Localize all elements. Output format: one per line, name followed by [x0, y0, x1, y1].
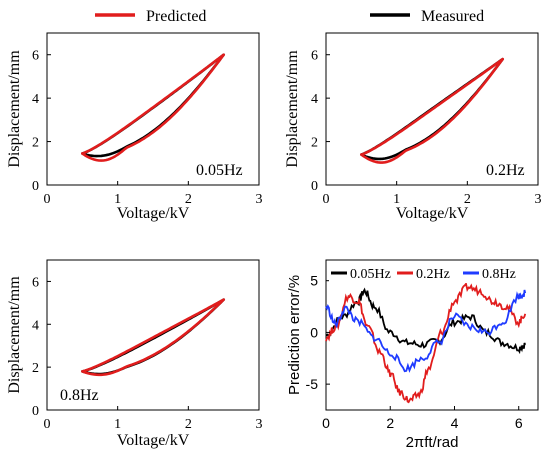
top-legend: Predicted Measured — [95, 8, 484, 25]
x-tick-label: 1 — [114, 192, 121, 207]
y-tick-label: 2 — [32, 361, 39, 376]
y-ticks: 0 2 4 6 — [311, 49, 330, 194]
x-tick-label: 3 — [535, 192, 542, 207]
y-axis-label: Displacement/mm — [284, 50, 301, 168]
x-axis-label: Voltage/kV — [117, 432, 190, 449]
series-predicted-loop — [360, 57, 504, 164]
x-ticks: 0 2 4 6 — [322, 406, 523, 431]
x-tick-label: 3 — [256, 417, 263, 432]
series-layer — [325, 281, 527, 404]
y-axis-label: Displacement/mm — [6, 50, 23, 168]
x-ticks: 0 1 2 3 — [44, 406, 263, 432]
frequency-annotation: 0.05Hz — [196, 162, 243, 179]
panel-0.05hz: 0 1 2 3 0 2 4 6 0.05Hz Voltage/kV Displacement… — [6, 32, 263, 222]
x-tick-label: 1 — [393, 192, 400, 207]
y-axis-label: Prediction error/% — [286, 275, 303, 395]
x-tick-label: 2 — [185, 417, 192, 432]
x-axis-label: Voltage/kV — [117, 205, 190, 222]
y-tick-label: 2 — [32, 136, 39, 151]
y-tick-label: 0 — [310, 324, 318, 340]
x-tick-label: 2 — [386, 415, 394, 431]
legend-label-0.8hz: 0.8Hz — [482, 267, 516, 282]
x-axis-label: 2πft/rad — [406, 434, 459, 451]
y-tick-label: 5 — [310, 273, 318, 289]
x-tick-label: 2 — [185, 192, 192, 207]
x-tick-label: 3 — [256, 192, 263, 207]
x-tick-label: 0 — [323, 192, 330, 207]
x-tick-label: 6 — [515, 415, 523, 431]
series-predicted-loop — [81, 53, 225, 162]
plot-frame — [46, 259, 260, 411]
y-tick-label: 0 — [32, 179, 39, 194]
legend-box — [329, 263, 535, 283]
y-axis-label: Displacement/mm — [6, 276, 23, 394]
y-ticks: -5 0 5 — [306, 273, 330, 392]
x-tick-label: 0 — [44, 192, 51, 207]
y-tick-label: 6 — [311, 49, 318, 64]
series-predicted-loop — [81, 298, 225, 377]
x-tick-label: 0 — [322, 415, 330, 431]
y-tick-label: 2 — [311, 136, 318, 151]
legend-measured-label: Measured — [421, 8, 484, 25]
panel-0.8hz: 0 1 2 3 0 2 4 6 0.8Hz Voltage/kV Displacement/… — [6, 259, 263, 449]
legend-label-0.05hz: 0.05Hz — [350, 267, 391, 282]
x-tick-label: 1 — [114, 417, 121, 432]
y-tick-label: 6 — [32, 49, 39, 64]
legend-label-0.2hz: 0.2Hz — [416, 267, 450, 282]
series-0.05hz-line — [325, 287, 527, 355]
x-axis-label: Voltage/kV — [396, 205, 469, 222]
series-layer — [360, 57, 504, 164]
series-layer — [81, 53, 225, 162]
y-tick-label: 6 — [32, 275, 39, 290]
x-ticks: 0 1 2 3 — [323, 181, 542, 207]
plot-frame — [325, 259, 539, 411]
y-tick-label: 0 — [311, 179, 318, 194]
y-tick-label: 4 — [32, 92, 39, 107]
y-tick-label: 0 — [32, 404, 39, 419]
series-0.8hz-line — [325, 289, 527, 373]
x-tick-label: 4 — [451, 415, 459, 431]
error-legend: 0.05Hz 0.2Hz 0.8Hz — [329, 263, 535, 283]
y-ticks: 0 2 4 6 — [32, 49, 51, 194]
x-tick-label: 0 — [44, 417, 51, 432]
series-layer — [81, 298, 225, 377]
x-ticks: 0 1 2 3 — [44, 181, 263, 207]
panel-0.2hz: 0 1 2 3 0 2 4 6 0.2Hz Voltage/kV Displacement/… — [284, 32, 542, 222]
frequency-annotation: 0.2Hz — [486, 162, 525, 179]
x-tick-label: 2 — [464, 192, 471, 207]
series-0.2hz-line — [325, 281, 527, 404]
y-tick-label: 4 — [311, 92, 318, 107]
y-tick-label: -5 — [306, 376, 319, 392]
frequency-annotation: 0.8Hz — [60, 387, 99, 404]
y-ticks: 0 2 4 6 — [32, 275, 51, 419]
panel-prediction-error: 0 2 4 6 -5 0 5 0.05Hz 0.2Hz 0.8Hz 2πft/rad Pred… — [286, 259, 539, 451]
legend-predicted-label: Predicted — [146, 8, 206, 25]
y-tick-label: 4 — [32, 318, 39, 333]
